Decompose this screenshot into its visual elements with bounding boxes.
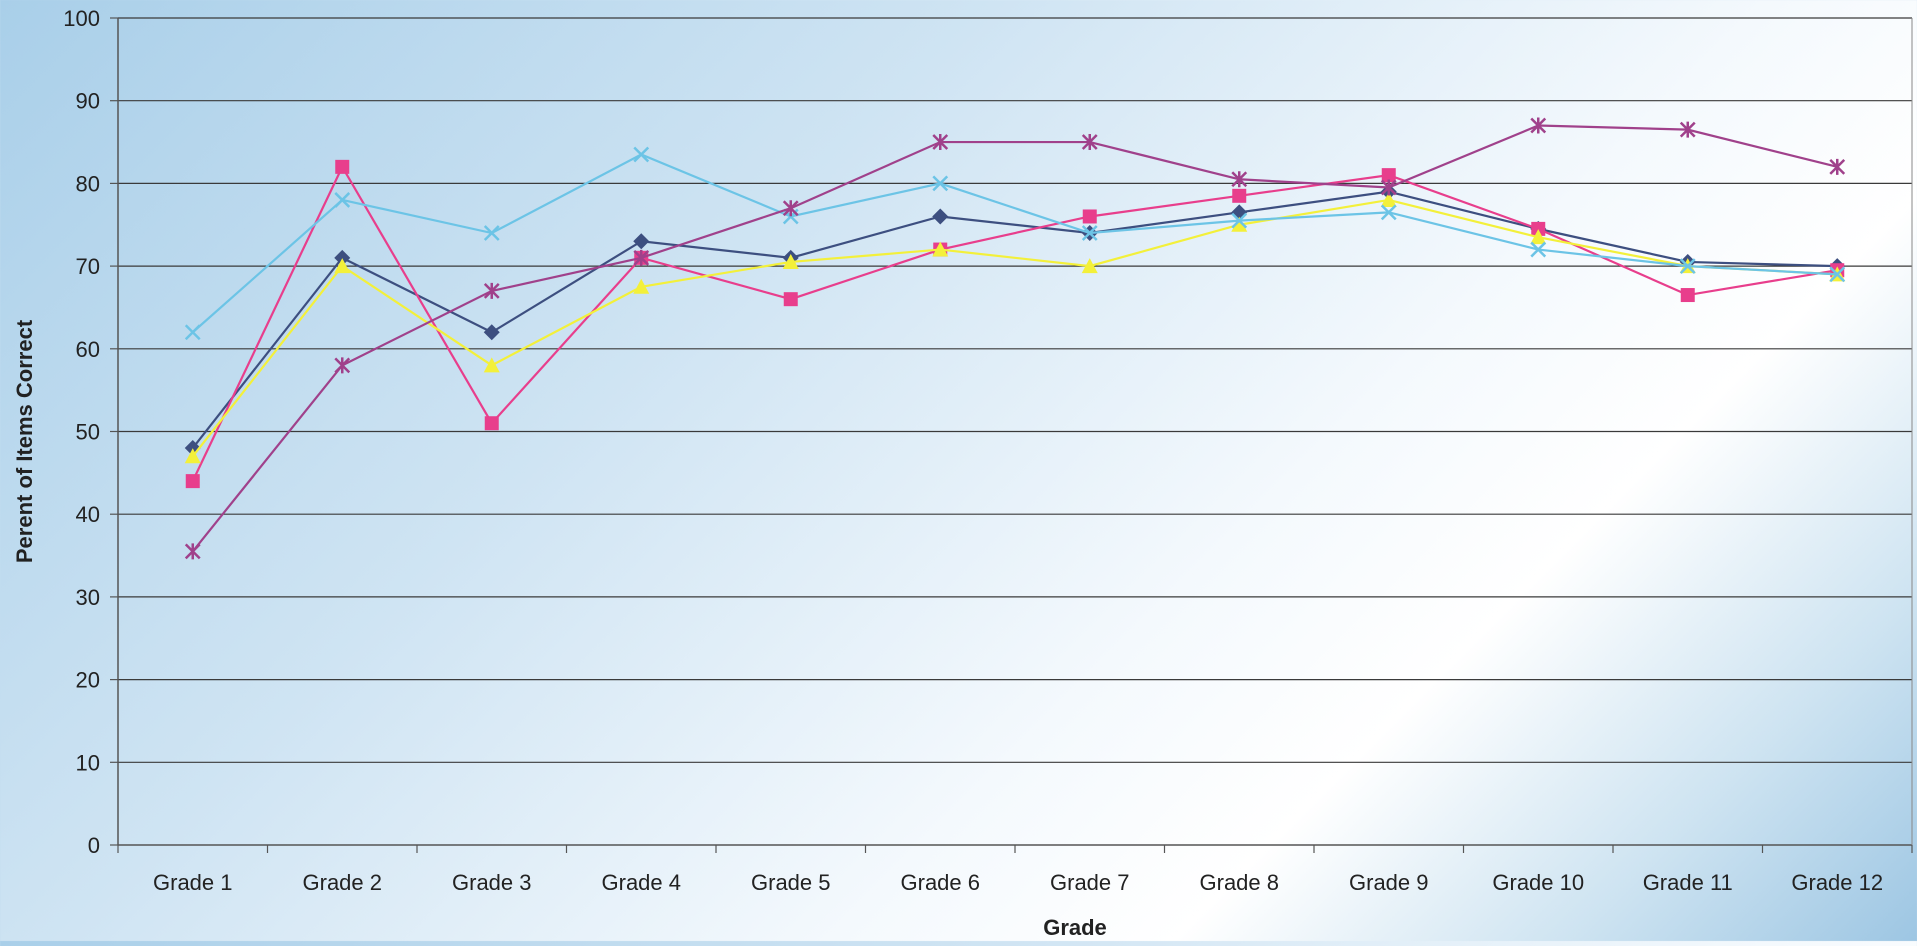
series-4 [184,146,1846,341]
series-2-point [783,292,798,307]
y-tick-label: 40 [76,502,100,527]
x-tick-label: Grade 3 [452,870,532,895]
y-tick-label: 90 [76,89,100,114]
series-5-point [184,543,201,560]
y-tick-label: 0 [88,833,100,858]
x-axis-title: Grade [1043,915,1107,940]
series-3-point [932,241,949,257]
series-3-point [334,258,351,274]
series-2-point [185,474,200,489]
series-4-point [184,324,201,341]
series-5-point [1231,171,1248,188]
series-2 [185,159,1845,489]
series-4-point [1679,258,1696,274]
y-tick-label: 70 [76,254,100,279]
series-3-line [191,198,1838,457]
series-5-line [191,124,1838,553]
series-2-point [1082,209,1097,224]
series-5-point [932,134,949,151]
series-5-point [782,200,799,217]
series-2-point [1531,221,1546,236]
x-tick-label: Grade 9 [1349,870,1429,895]
series-3-point [1081,258,1098,274]
series-3-point [1380,191,1397,207]
series-group [184,117,1846,560]
x-tick-label: Grade 4 [602,870,682,895]
x-tick-label: Grade 1 [153,870,233,895]
series-3-point [1231,216,1248,232]
x-tick-label: Grade 8 [1200,870,1280,895]
y-axis-title: Perent of Items Correct [12,319,37,563]
series-5-point [1679,121,1696,138]
series-4-point [334,192,351,208]
series-3-point [184,448,201,464]
series-1-point [633,233,650,250]
series-2-point [335,159,350,174]
y-tick-label: 50 [76,420,100,445]
series-1-line [191,190,1838,449]
series-1-point [334,249,351,266]
x-tick-label: Grade 7 [1050,870,1130,895]
series-5-point [633,249,650,266]
x-tick-label: Grade 5 [751,870,831,895]
series-2-line [191,164,1838,482]
series-5-point [1380,179,1397,196]
axes: 0 10 20 30 40 50 60 70 80 90 100 Grade 1 Grade 2 Grad… [63,6,1913,895]
series-1-point [932,208,949,225]
series-2-point [1381,168,1396,183]
series-5-point [334,357,351,374]
y-tick-label: 20 [76,668,100,693]
series-4-line [192,153,1838,334]
series-4-point [1380,204,1397,221]
gridlines [118,17,1912,763]
series-4-point [1829,266,1846,283]
y-tick-label: 80 [76,171,100,196]
series-4-point [1530,241,1547,258]
series-5-point [1829,158,1846,175]
x-tick-label: Grade 11 [1643,870,1733,895]
series-4-point [1231,212,1248,229]
series-2-point [1680,288,1695,303]
y-tick-label: 30 [76,585,100,610]
series-1-point [483,324,500,341]
series-4-point [633,146,650,163]
x-tick-label: Grade 10 [1492,870,1584,895]
series-4-point [932,175,949,192]
series-5 [184,117,1846,560]
series-4-point [1081,225,1098,241]
y-tick-label: 60 [76,337,100,362]
series-2-point [484,416,499,431]
series-5-point [1530,117,1547,134]
series-3-point [633,278,650,294]
series-2-point [1232,188,1247,203]
series-4-point [483,225,500,241]
series-3-point [483,357,500,373]
series-5-point [1081,134,1098,151]
x-tick-label: Grade 6 [901,870,981,895]
y-tick-label: 10 [76,750,100,775]
series-5-point [483,282,500,299]
series-3-point [782,253,799,269]
x-tick-label: Grade 12 [1791,870,1883,895]
x-tick-label: Grade 2 [303,870,383,895]
series-3-point [1530,229,1547,245]
y-tick-label: 100 [63,6,100,31]
